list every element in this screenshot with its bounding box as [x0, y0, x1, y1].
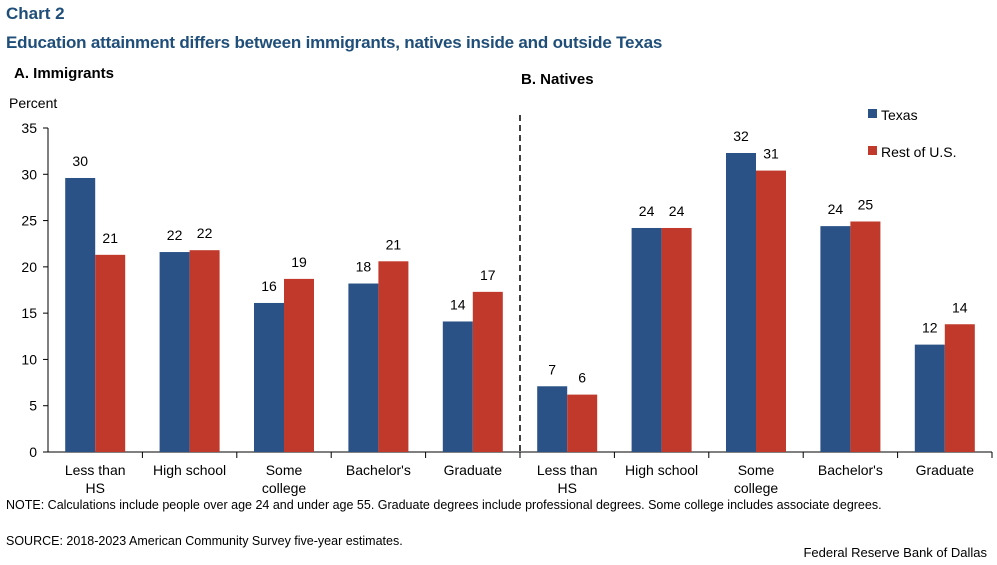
bar: [944, 324, 975, 452]
data-label: 6: [578, 370, 586, 386]
data-label: 32: [733, 128, 749, 144]
bar-chart: Percent 0 5 10 15 20 25 30 35 A. Immigrants 30 21 Le…: [9, 65, 993, 496]
data-label: 18: [356, 259, 372, 275]
x-tick-label: college: [734, 480, 779, 496]
data-label: 12: [922, 320, 938, 336]
x-tick-label: High school: [153, 462, 226, 478]
bar: [442, 321, 473, 452]
x-tick-label: Some: [266, 462, 303, 478]
legend-label: Rest of U.S.: [881, 144, 956, 160]
bar: [159, 252, 190, 452]
bar: [65, 177, 96, 452]
bar: [726, 152, 756, 452]
data-label: 22: [197, 225, 213, 241]
y-tick-label: 5: [29, 398, 37, 414]
credit-text: Federal Reserve Bank of Dallas: [803, 545, 987, 560]
footnote-note: NOTE: Calculations include people over a…: [6, 498, 882, 512]
bar: [756, 170, 786, 452]
bar: [537, 386, 568, 452]
x-tick-label: Graduate: [916, 462, 975, 478]
bar: [472, 291, 503, 452]
legend-swatch: [868, 146, 877, 155]
data-label: 7: [548, 361, 556, 377]
x-tick-label: HS: [557, 480, 576, 496]
chart-title: Education attainment differs between imm…: [6, 33, 663, 52]
bar: [348, 283, 379, 452]
x-tick-label: HS: [85, 480, 104, 496]
y-tick-label: 10: [21, 351, 37, 367]
legend-label: Texas: [881, 107, 918, 123]
data-label: 21: [386, 236, 402, 252]
x-tick-label: Bachelor's: [346, 462, 411, 478]
data-label: 24: [828, 201, 844, 217]
x-tick-label: Bachelor's: [818, 462, 883, 478]
data-label: 31: [763, 146, 779, 162]
bar: [567, 394, 598, 452]
bar: [284, 278, 314, 452]
y-axis-title: Percent: [9, 95, 57, 111]
bar: [850, 221, 881, 452]
x-tick-label: Less than: [537, 462, 598, 478]
y-tick-label: 15: [21, 305, 37, 321]
bar: [378, 261, 409, 452]
y-tick-label: 25: [21, 213, 37, 229]
data-label: 30: [72, 153, 88, 169]
data-label: 24: [669, 203, 685, 219]
x-tick-label: Graduate: [444, 462, 503, 478]
data-label: 22: [167, 227, 183, 243]
bar: [820, 226, 851, 452]
bar: [95, 254, 126, 452]
data-label: 25: [858, 196, 874, 212]
y-tick-label: 35: [21, 120, 37, 136]
x-tick-label: Some: [738, 462, 775, 478]
x-tick-label: college: [262, 480, 307, 496]
x-tick-label: Less than: [65, 462, 126, 478]
panel-title: A. Immigrants: [14, 65, 114, 82]
data-label: 21: [102, 230, 118, 246]
bar: [189, 250, 220, 452]
y-tick-label: 0: [29, 444, 37, 460]
legend-swatch: [868, 109, 877, 118]
bar: [661, 227, 692, 452]
bar: [254, 302, 284, 452]
data-label: 14: [450, 296, 466, 312]
data-label: 19: [291, 254, 307, 270]
x-tick-label: High school: [625, 462, 698, 478]
data-label: 14: [952, 299, 968, 315]
data-label: 17: [480, 267, 496, 283]
data-label: 16: [261, 278, 277, 294]
panel-title: B. Natives: [521, 71, 594, 88]
bar: [914, 344, 945, 452]
chart-label: Chart 2: [6, 4, 65, 23]
data-label: 24: [639, 203, 655, 219]
bar: [631, 227, 662, 452]
footnote-source: SOURCE: 2018-2023 American Community Sur…: [6, 534, 403, 548]
y-tick-label: 20: [21, 259, 37, 275]
y-tick-label: 30: [21, 166, 37, 182]
